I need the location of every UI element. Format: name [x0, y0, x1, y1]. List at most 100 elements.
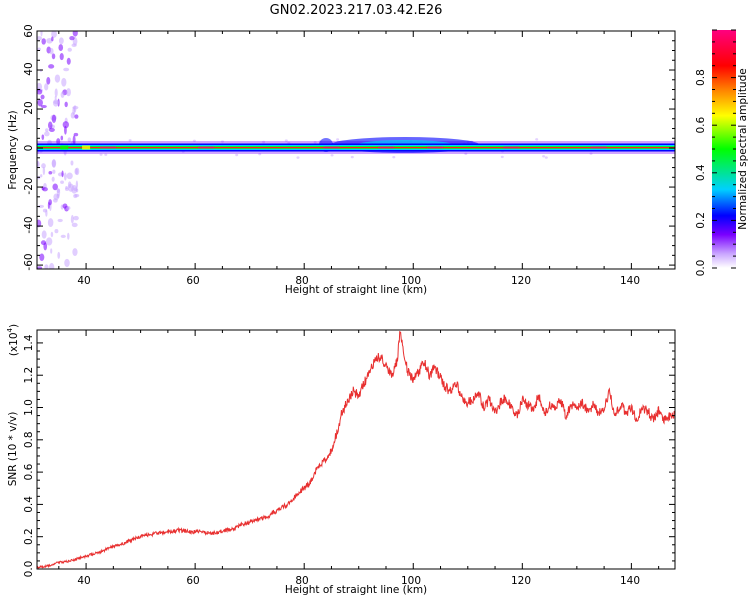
- y-tick-label: 0.6: [23, 463, 35, 480]
- noise-speck: [99, 153, 103, 156]
- noise-speck: [192, 139, 196, 142]
- noise-speck: [49, 47, 54, 55]
- noise-speck: [53, 100, 59, 105]
- noise-speck: [56, 188, 61, 197]
- y-tick-label: -60: [23, 253, 35, 270]
- x-tick-label: 100: [401, 275, 421, 287]
- snr-y-ticks: [37, 342, 675, 570]
- scale-close: ): [8, 324, 20, 328]
- noise-speck: [61, 170, 64, 178]
- noise-speck: [70, 160, 74, 166]
- noise-speck: [51, 53, 56, 60]
- noise-speck: [67, 137, 72, 143]
- noise-speck: [52, 198, 58, 203]
- y-tick-label: -20: [23, 177, 35, 194]
- noise-speck: [50, 231, 54, 238]
- snr-scale-label: (x104): [6, 324, 20, 356]
- band-peak-highlight: [503, 146, 520, 149]
- x-tick-label: 140: [620, 575, 640, 587]
- snr-line: [37, 331, 675, 569]
- snr-y-tick-labels: 0.0 0.2 0.4 0.6 0.8 1.0 1.2 1.4: [23, 334, 35, 577]
- noise-speck: [52, 169, 56, 174]
- noise-speck: [48, 127, 55, 132]
- colorbar-tick-label: 0.4: [695, 164, 707, 181]
- colorbar-tick-label: 0.0: [695, 260, 707, 277]
- band-peak-highlight: [323, 146, 340, 149]
- noise-speck: [73, 215, 79, 221]
- noise-speck: [49, 262, 55, 269]
- snr-y-axis-label: SNR (10 * v/v): [7, 412, 19, 487]
- noise-speck: [45, 237, 53, 246]
- colorbar-ticks: [712, 29, 736, 269]
- noise-speck: [313, 141, 317, 144]
- y-tick-label: 0: [23, 145, 35, 152]
- noise-speck: [37, 36, 43, 41]
- y-tick-label: 1.4: [23, 334, 35, 351]
- noise-speck: [544, 156, 548, 159]
- noise-speck: [73, 132, 79, 137]
- noise-speck: [40, 104, 47, 109]
- noise-speck: [542, 155, 546, 158]
- noise-speck: [60, 180, 64, 184]
- colorbar-fill: [712, 30, 736, 268]
- band-peak-highlights: [60, 145, 607, 150]
- noise-speck: [128, 139, 132, 142]
- noise-speck: [535, 138, 539, 141]
- noise-speck: [57, 218, 63, 223]
- noise-speck: [72, 135, 76, 145]
- noise-speck: [43, 242, 48, 251]
- noise-speck: [54, 88, 58, 97]
- y-tick-label: 0.0: [23, 561, 35, 578]
- y-tick-label: -40: [23, 216, 35, 233]
- noise-speck: [52, 183, 58, 191]
- noise-speck: [71, 222, 78, 228]
- band-peak-highlight: [427, 146, 444, 149]
- colorbar-tick-label: 0.6: [695, 117, 707, 134]
- noise-speck: [500, 155, 504, 159]
- noise-speck: [350, 155, 354, 159]
- noise-speck: [58, 44, 64, 52]
- noise-speck: [54, 229, 59, 234]
- noise-speck: [41, 163, 46, 169]
- noise-speck: [66, 206, 71, 210]
- y-tick-label: 40: [23, 62, 35, 75]
- noise-speck: [64, 258, 70, 268]
- noise-speck: [74, 193, 80, 198]
- noise-speck: [58, 37, 64, 45]
- noise-speck: [74, 168, 78, 175]
- noise-speck: [67, 181, 72, 189]
- noise-speck: [296, 156, 300, 159]
- snr-frame: [36, 329, 676, 570]
- noise-speck: [64, 101, 68, 108]
- scale-base: (x10: [8, 332, 20, 356]
- y-tick-label: 1.0: [23, 399, 35, 416]
- snr-scale-text: (x104): [6, 324, 20, 356]
- noise-speck: [46, 76, 51, 85]
- noise-speck: [66, 172, 73, 180]
- spectrogram-frame: [36, 30, 676, 270]
- noise-speck: [45, 128, 49, 132]
- x-tick-label: 140: [620, 275, 640, 287]
- noise-speck: [37, 204, 45, 208]
- noise-speck: [41, 38, 46, 45]
- colorbar-tick-label: 0.8: [695, 69, 707, 86]
- noise-speck: [44, 264, 49, 269]
- noise-speck: [40, 94, 45, 100]
- noise-speck: [69, 36, 75, 41]
- noise-speck: [104, 153, 108, 156]
- figure-title: GN02.2023.217.03.42.E26: [270, 3, 443, 18]
- noise-speck: [60, 135, 64, 141]
- x-tick-label: 80: [295, 275, 308, 287]
- spectrogram-y-axis-label: Frequency (Hz): [7, 110, 19, 189]
- spectrogram-image: [37, 31, 675, 269]
- noise-speck: [51, 114, 57, 123]
- colorbar: 0.0 0.2 0.4 0.6 0.8 Normalized spectral …: [695, 29, 749, 277]
- colorbar-label: Normalized spectral amplitude: [737, 68, 749, 229]
- noise-speck: [42, 187, 48, 192]
- colorbar-tick-label: 0.2: [695, 212, 707, 229]
- spectrogram-panel: 40 60 80 100 120 140 Height of straight …: [7, 24, 676, 296]
- y-tick-label: 0.2: [23, 528, 35, 545]
- noise-speck: [37, 266, 43, 269]
- noise-speck: [44, 83, 49, 91]
